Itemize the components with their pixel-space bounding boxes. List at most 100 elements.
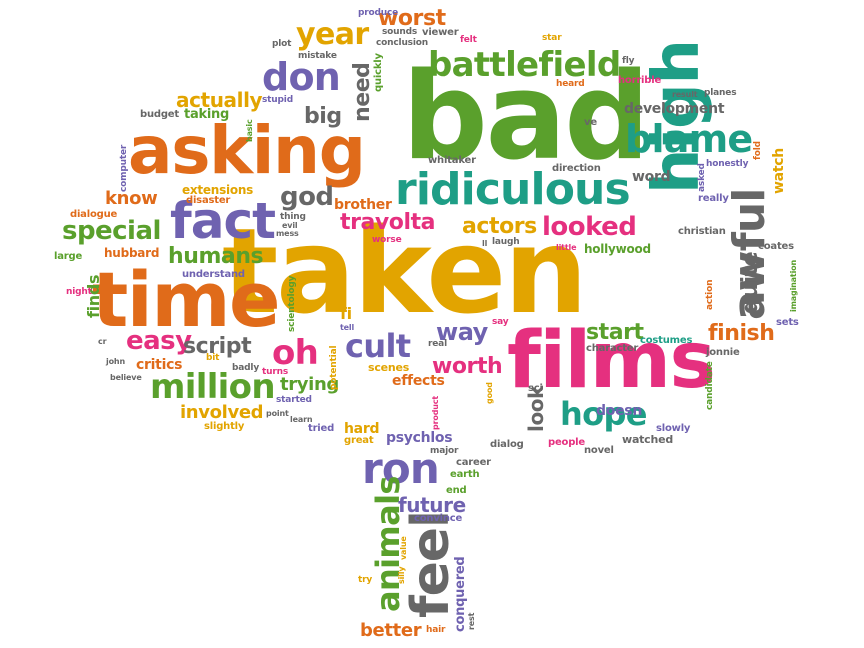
- word-million: million: [150, 367, 276, 407]
- word-plot: plot: [272, 39, 292, 49]
- word-learn: learn: [290, 415, 313, 424]
- word-watched: watched: [622, 433, 673, 446]
- word-fold: fold: [753, 141, 763, 160]
- word-travolta: travolta: [340, 210, 436, 235]
- word-hard: hard: [344, 421, 380, 437]
- word-evil: evil: [282, 221, 298, 230]
- word-development: development: [624, 101, 725, 117]
- word-oh: oh: [272, 333, 319, 373]
- word-asked: asked: [697, 163, 707, 192]
- word-basic: basic: [245, 119, 254, 142]
- word-actually: actually: [176, 88, 263, 112]
- word-felt: felt: [460, 35, 477, 45]
- word-real: real: [428, 339, 447, 349]
- word-taken: taken: [222, 202, 588, 340]
- word-whitaker: whitaker: [428, 155, 476, 166]
- word-year: year: [296, 17, 369, 52]
- word-brother: brother: [334, 197, 392, 213]
- word-ron: ron: [362, 444, 440, 493]
- word-blame: blame: [625, 117, 753, 161]
- word-easy: easy: [126, 326, 192, 356]
- word-rest: rest: [467, 612, 476, 630]
- word-imagination: imagination: [789, 259, 798, 312]
- word-fact: fact: [170, 192, 276, 250]
- word-word: word: [632, 169, 671, 185]
- word-slightly: slightly: [204, 421, 245, 432]
- word-horrible: horrible: [618, 75, 662, 86]
- word-night: night: [66, 287, 92, 297]
- word-time: time: [92, 255, 281, 344]
- word-sci: sci: [528, 383, 543, 394]
- word-feel: feel: [401, 511, 461, 618]
- word-john: john: [106, 357, 125, 366]
- word-sets: sets: [776, 317, 799, 328]
- word-costumes: costumes: [640, 335, 693, 346]
- word-trying: trying: [280, 374, 339, 395]
- word-direction: direction: [552, 163, 601, 174]
- word-involved: involved: [180, 402, 264, 423]
- word-heard: heard: [556, 79, 585, 89]
- word-point: point: [266, 409, 289, 418]
- word-doesn: doesn: [596, 403, 643, 419]
- word-large: large: [54, 251, 83, 262]
- word-hair: hair: [426, 625, 446, 635]
- word-result: result: [672, 90, 698, 99]
- word-dialogue: dialogue: [70, 209, 118, 220]
- word-don: don: [262, 55, 341, 99]
- word-computer: computer: [119, 144, 129, 192]
- word-sounds: sounds: [382, 27, 418, 37]
- word-cult: cult: [345, 327, 411, 365]
- word-asking: asking: [128, 112, 366, 189]
- word-god: god: [280, 182, 334, 212]
- word-finish: finish: [708, 321, 775, 346]
- word-humans: humans: [168, 244, 264, 269]
- word-critics: critics: [136, 357, 183, 373]
- word-worth: worth: [432, 354, 503, 379]
- word-end: end: [446, 485, 467, 496]
- word-laugh: laugh: [492, 237, 520, 247]
- word-ve: ve: [584, 117, 597, 128]
- word-produce: produce: [358, 8, 399, 18]
- word-candidate: candidate: [705, 361, 715, 410]
- word-understand: understand: [182, 269, 245, 280]
- word-extensions: extensions: [182, 183, 254, 197]
- word-actors: actors: [462, 214, 537, 239]
- word-good: good: [485, 382, 494, 404]
- word-character: character: [586, 343, 639, 354]
- word-future: future: [398, 493, 466, 517]
- word-mistake: mistake: [298, 51, 337, 61]
- word-earth: earth: [450, 469, 480, 480]
- word-quite: quite: [738, 251, 763, 314]
- word-hope: hope: [560, 395, 647, 433]
- word-slowly: slowly: [656, 423, 691, 434]
- word-planes: planes: [704, 88, 737, 98]
- word-tell: tell: [340, 323, 355, 332]
- word-believe: believe: [110, 373, 142, 382]
- word-potential: potential: [329, 345, 339, 390]
- word-script: script: [183, 334, 252, 359]
- word-great: great: [344, 435, 374, 446]
- word-action: action: [705, 279, 715, 310]
- word-novel: novel: [584, 445, 614, 456]
- word-films: films: [507, 316, 716, 406]
- word-people: people: [548, 437, 585, 448]
- word-conquered: conquered: [453, 556, 468, 632]
- word-really: really: [698, 193, 729, 204]
- word-tried: tried: [308, 423, 335, 434]
- word-star: star: [542, 33, 562, 43]
- word-coates: coates: [758, 241, 794, 252]
- word-know: know: [105, 188, 158, 209]
- word-scientology: scientology: [287, 275, 297, 332]
- word-dialog: dialog: [490, 439, 524, 450]
- word-special: special: [62, 216, 161, 246]
- word-looked: looked: [542, 212, 637, 242]
- word-way: way: [436, 318, 488, 346]
- word-cr: cr: [98, 337, 107, 346]
- word-bad: bad: [402, 48, 650, 187]
- word-watch: watch: [771, 148, 787, 194]
- word-silly: silly: [397, 566, 406, 584]
- word-worst: worst: [378, 6, 446, 31]
- word-little: little: [556, 243, 577, 252]
- word-disaster: disaster: [186, 195, 231, 206]
- word-jonnie: jonnie: [706, 347, 740, 358]
